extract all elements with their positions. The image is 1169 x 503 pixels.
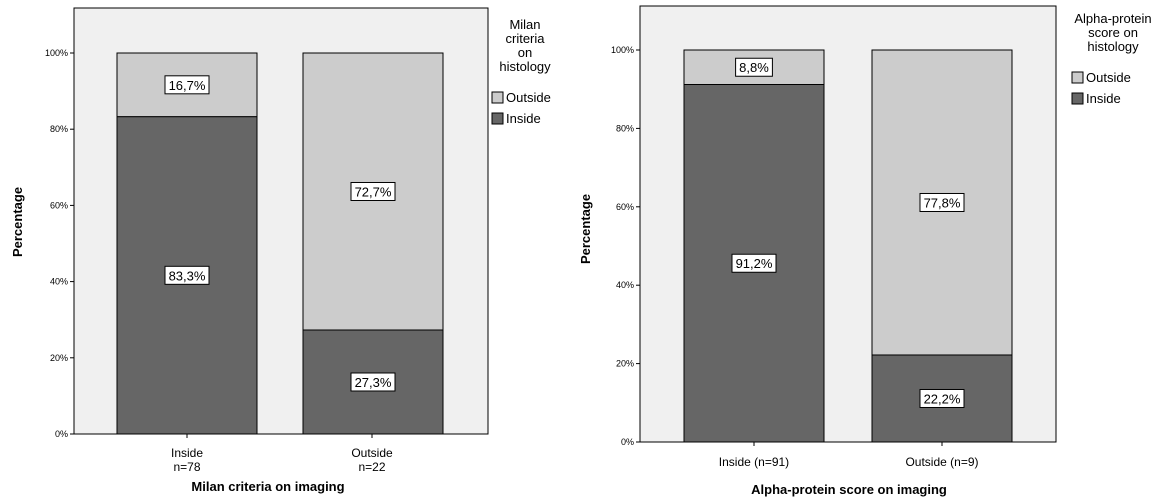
y-axis-label: Percentage: [578, 194, 593, 264]
y-tick-label: 40%: [50, 277, 68, 287]
data-label-box: [735, 57, 773, 77]
legend-item-label: Outside: [506, 90, 551, 105]
x-tick-label: Outside (n=9): [905, 455, 978, 469]
data-label-box: [919, 388, 965, 408]
y-tick-label: 80%: [616, 123, 634, 133]
data-label-box: [350, 372, 396, 392]
x-tick-label: Inside n=78: [171, 446, 203, 474]
data-label: 77,8%: [924, 195, 961, 210]
data-label-box: [919, 192, 965, 212]
y-tick-label: 20%: [616, 359, 634, 369]
y-tick-label: 0%: [621, 437, 634, 447]
legend-item-label: Outside: [1086, 70, 1131, 85]
y-tick-label: 60%: [616, 202, 634, 212]
x-tick-label: Inside (n=91): [719, 455, 789, 469]
data-label-box: [164, 75, 210, 95]
legend: Milan criteria on histology Outside Inside: [491, 17, 551, 126]
data-label: 22,2%: [924, 391, 961, 406]
legend-swatch-outside: [1071, 71, 1084, 84]
data-label: 91,2%: [736, 256, 773, 271]
legend-swatch-inside: [491, 112, 504, 125]
data-label: 83,3%: [169, 268, 206, 283]
chart-2: 0% 20% 40% 60% 80% 100% 91,2% 8,8% Inside (n=91)…: [578, 5, 1152, 497]
x-axis-label: Alpha-protein score on imaging: [751, 482, 947, 497]
data-label-box: [731, 253, 777, 273]
legend-item-label: Inside: [506, 111, 541, 126]
y-tick-label: 60%: [50, 200, 68, 210]
x-axis-label: Milan criteria on imaging: [191, 479, 344, 494]
legend-swatch-outside: [491, 91, 504, 104]
legend-swatch-inside: [1071, 92, 1084, 105]
data-label: 27,3%: [355, 375, 392, 390]
y-tick-label: 100%: [45, 48, 68, 58]
y-tick-label: 20%: [50, 353, 68, 363]
y-axis-label: Percentage: [10, 187, 25, 257]
y-tick-label: 40%: [616, 280, 634, 290]
y-tick-label: 80%: [50, 124, 68, 134]
legend: Alpha-protein score on histology Outside Ins…: [1071, 11, 1152, 106]
legend-item-label: Inside: [1086, 91, 1121, 106]
data-label-box: [350, 181, 396, 201]
legend-title: Milan criteria on histology: [499, 17, 551, 74]
y-tick-label: 100%: [611, 45, 634, 55]
data-label: 16,7%: [169, 78, 206, 93]
y-tick-label: 0%: [55, 429, 68, 439]
legend-title: Alpha-protein score on histology: [1074, 11, 1151, 54]
data-label: 8,8%: [739, 60, 769, 75]
data-label-box: [164, 265, 210, 285]
chart-1: 0% 20% 40% 60% 80% 100% 83,3% 16,7% Inside n=78 27…: [10, 7, 551, 494]
x-tick-label: Outside n=22: [351, 446, 393, 474]
data-label: 72,7%: [355, 184, 392, 199]
